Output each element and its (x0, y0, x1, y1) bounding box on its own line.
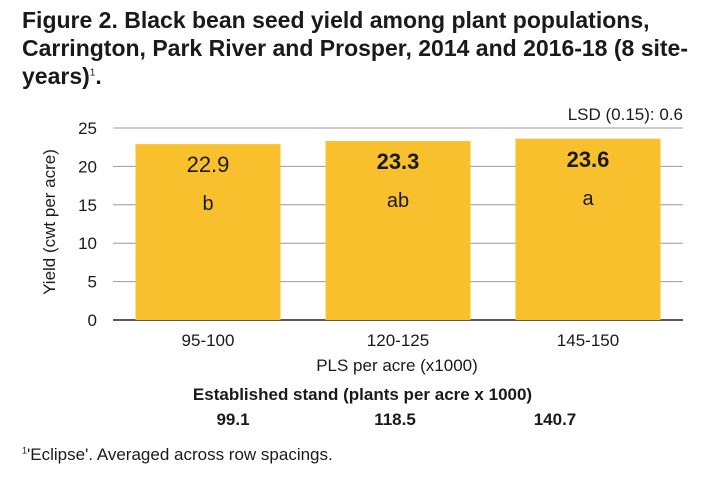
figure-title: Figure 2. Black bean seed yield among pl… (22, 6, 712, 90)
significance-letter-145-150: a (582, 188, 594, 210)
y-axis-ticks: 0 5 10 15 20 25 (78, 119, 97, 330)
footnote-superscript: 1 (22, 445, 28, 456)
title-text: Figure 2. Black bean seed yield among pl… (22, 7, 689, 89)
bar-120-125 (325, 141, 471, 320)
y-tick-label-20: 20 (78, 157, 97, 176)
y-axis-label: Yield (cwt per acre) (40, 149, 59, 295)
x-tick-label-120-125: 120-125 (367, 331, 429, 350)
bar-145-150 (515, 138, 661, 320)
x-tick-label-95-100: 95-100 (182, 331, 235, 350)
y-tick-label-10: 10 (78, 234, 97, 253)
value-label-145-150: 23.6 (567, 147, 610, 172)
y-tick-label-5: 5 (88, 273, 97, 292)
x-tick-label-145-150: 145-150 (557, 331, 619, 350)
stand-header: Established stand (plants per acre x 100… (192, 385, 533, 404)
y-tick-label-0: 0 (88, 311, 97, 330)
bar-chart: 0 5 10 15 20 25 95-100 120-125 145-150 22.9 b 23.… (40, 105, 683, 375)
stand-value-95-100: 99.1 (216, 410, 250, 429)
bars (135, 138, 661, 320)
title-trailing: . (95, 63, 102, 89)
value-label-95-100: 22.9 (187, 152, 230, 177)
stand-value-145-150: 140.7 (533, 410, 577, 429)
lsd-annotation: LSD (0.15): 0.6 (568, 105, 683, 124)
y-tick-label-15: 15 (78, 196, 97, 215)
bar-labels: 22.9 b 23.3 ab 23.6 a (187, 147, 610, 215)
x-axis-ticks: 95-100 120-125 145-150 (182, 331, 620, 350)
y-tick-label-25: 25 (78, 119, 97, 138)
x-axis-label: PLS per acre (x1000) (316, 356, 478, 375)
stand-value-120-125: 118.5 (374, 410, 416, 429)
footnote: 1'Eclipse'. Averaged across row spacings… (22, 445, 333, 465)
bar-95-100 (135, 144, 281, 320)
significance-letter-120-125: ab (387, 190, 409, 212)
significance-letter-95-100: b (202, 193, 213, 215)
title-superscript: 1 (89, 67, 96, 79)
footnote-text: 'Eclipse'. Averaged across row spacings. (27, 445, 333, 464)
value-label-120-125: 23.3 (377, 149, 420, 174)
